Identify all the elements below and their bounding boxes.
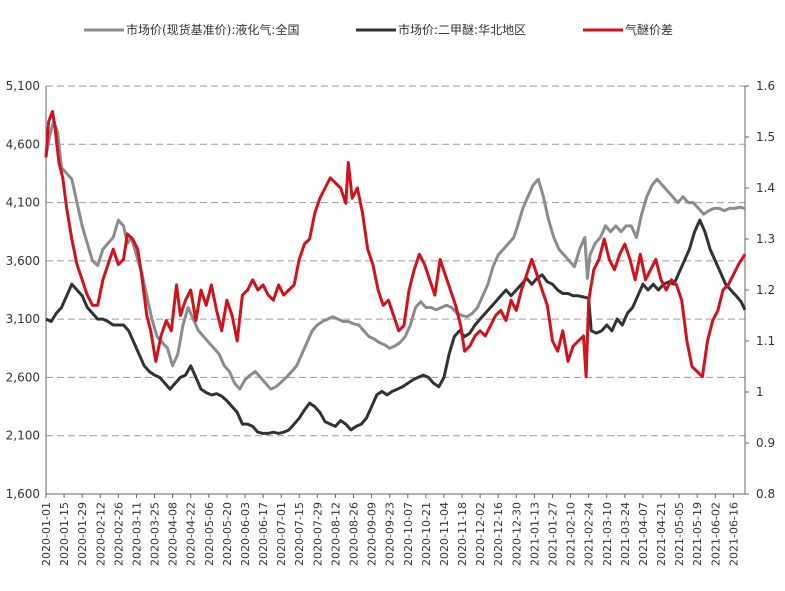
y-right-tick-label: 0.8 <box>756 487 775 501</box>
x-tick-label: 2020-05-20 <box>221 502 234 566</box>
x-tick-label: 2021-04-21 <box>655 502 668 566</box>
x-tick-label: 2020-01-29 <box>76 502 89 566</box>
x-tick-label: 2020-01-15 <box>58 502 71 566</box>
x-tick-label: 2021-01-27 <box>546 502 559 566</box>
x-tick-label: 2021-05-19 <box>691 502 704 566</box>
x-tick-label: 2020-09-23 <box>384 502 397 566</box>
x-tick-label: 2021-02-10 <box>565 502 578 566</box>
x-tick-label: 2020-12-16 <box>492 502 505 566</box>
y-right-tick-label: 1 <box>756 385 764 399</box>
series-line-2 <box>45 218 747 435</box>
x-tick-label: 2020-10-07 <box>402 502 415 566</box>
left-axis-tick-labels: 1,600 2,100 2,600 3,100 3,600 4,100 4,600 5,100 <box>6 79 40 501</box>
gridlines <box>46 85 745 437</box>
y-right-tick-label: 1.3 <box>756 232 775 246</box>
x-tick-label: 2021-03-10 <box>601 502 614 566</box>
x-tick-label: 2021-02-24 <box>583 502 596 566</box>
x-tick-label: 2020-12-02 <box>474 502 487 566</box>
x-tick-label: 2020-04-22 <box>185 502 198 566</box>
y-left-tick-label: 3,100 <box>6 312 40 326</box>
x-tick-label: 2020-01-01 <box>40 502 53 566</box>
y-left-tick-label: 4,600 <box>6 137 40 151</box>
x-tick-label: 2020-12-30 <box>510 502 523 566</box>
x-tick-label: 2020-06-03 <box>239 502 252 566</box>
x-tick-label: 2020-02-12 <box>94 502 107 566</box>
y-right-tick-label: 1.5 <box>756 130 775 144</box>
y-left-tick-label: 2,600 <box>6 370 40 384</box>
x-tick-label: 2020-03-25 <box>149 502 162 566</box>
x-tick-label: 2020-07-29 <box>311 502 324 566</box>
y-left-tick-label: 3,600 <box>6 254 40 268</box>
x-tick-label: 2020-04-08 <box>167 502 180 566</box>
y-right-tick-label: 1.2 <box>756 283 775 297</box>
x-tick-label: 2020-11-18 <box>456 502 469 566</box>
y-left-tick-label: 2,100 <box>6 429 40 443</box>
x-tick-label: 2020-10-21 <box>420 502 433 566</box>
series-line-3 <box>44 110 747 379</box>
series-line-1 <box>44 119 746 391</box>
x-tick-label: 2020-08-26 <box>348 502 361 566</box>
y-left-tick-label: 4,100 <box>6 196 40 210</box>
x-tick-label: 2020-07-01 <box>275 502 288 566</box>
series-lines <box>44 110 747 435</box>
right-axis-tick-labels: 0.8 0.9 1 1.1 1.2 1.3 1.4 1.5 1.6 <box>745 79 775 501</box>
x-tick-label: 2020-07-15 <box>293 502 306 566</box>
legend-label: 市场价:二甲醚:华北地区 <box>398 22 526 37</box>
x-axis-tick-labels: 2020-01-01 2020-01-15 2020-01-29 2020-02-12… <box>40 494 740 566</box>
y-right-tick-label: 1.6 <box>756 79 775 93</box>
x-tick-label: 2021-05-05 <box>673 502 686 566</box>
y-left-tick-label: 1,600 <box>6 487 40 501</box>
x-tick-label: 2020-02-26 <box>112 502 125 566</box>
x-tick-label: 2020-06-17 <box>257 502 270 566</box>
legend-label: 市场价(现货基准价):液化气:全国 <box>126 22 299 37</box>
legend-label: 气醚价差 <box>625 22 673 37</box>
x-tick-label: 2021-03-24 <box>619 502 632 566</box>
legend: 市场价(现货基准价):液化气:全国 市场价:二甲醚:华北地区 气醚价差 <box>84 22 673 37</box>
x-tick-label: 2021-04-07 <box>637 502 650 566</box>
x-tick-label: 2020-09-09 <box>366 502 379 566</box>
y-left-tick-label: 5,100 <box>6 79 40 93</box>
x-tick-label: 2020-11-04 <box>438 502 451 566</box>
x-tick-label: 2021-06-02 <box>709 502 722 566</box>
x-tick-label: 2020-08-12 <box>329 502 342 566</box>
x-tick-label: 2021-06-16 <box>727 502 740 566</box>
x-tick-label: 2021-01-13 <box>528 502 541 566</box>
x-tick-label: 2020-05-06 <box>203 502 216 566</box>
y-right-tick-label: 1.4 <box>756 181 775 195</box>
y-right-tick-label: 1.1 <box>756 334 775 348</box>
x-tick-label: 2020-03-11 <box>130 502 143 566</box>
y-right-tick-label: 0.9 <box>756 436 775 450</box>
